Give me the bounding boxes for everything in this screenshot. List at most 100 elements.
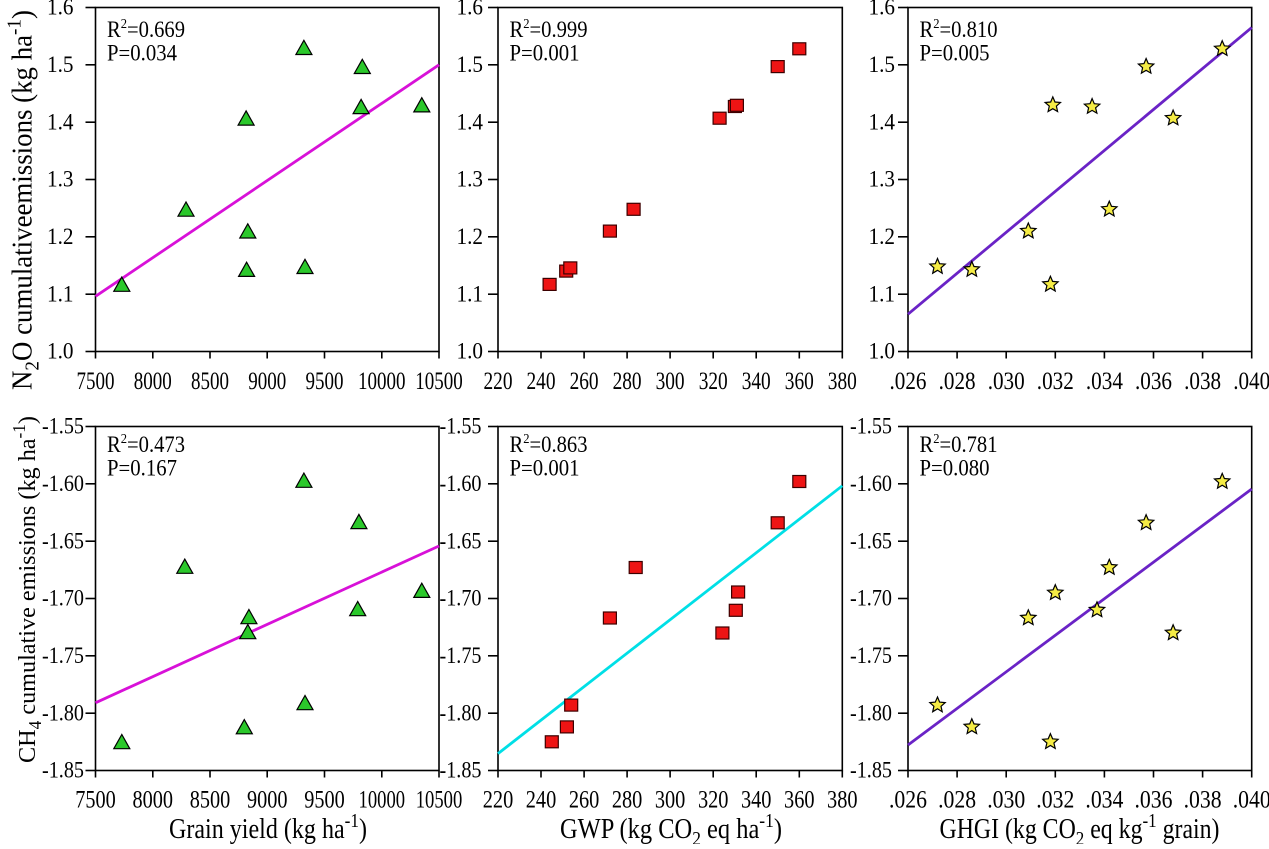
svg-text:-1.70: -1.70 — [850, 586, 892, 611]
svg-text:.040: .040 — [1233, 786, 1269, 813]
svg-text:-1.75: -1.75 — [440, 643, 482, 668]
svg-text:320: 320 — [699, 368, 728, 395]
svg-text:380: 380 — [828, 368, 857, 395]
svg-text:1.0: 1.0 — [457, 339, 484, 364]
svg-text:.028: .028 — [938, 786, 976, 813]
svg-text:R2=0.999: R2=0.999 — [510, 17, 588, 42]
svg-text:-1.80: -1.80 — [42, 700, 84, 725]
svg-text:1.5: 1.5 — [47, 52, 74, 77]
svg-text:P=0.167: P=0.167 — [107, 456, 177, 481]
svg-text:280: 280 — [612, 786, 643, 813]
svg-text:.040: .040 — [1233, 368, 1269, 395]
svg-text:R2=0.863: R2=0.863 — [510, 432, 588, 457]
svg-text:P=0.080: P=0.080 — [920, 456, 990, 481]
svg-text:.028: .028 — [939, 368, 976, 395]
svg-text:9000: 9000 — [247, 786, 288, 813]
svg-text:-1.60: -1.60 — [440, 471, 482, 496]
svg-text:300: 300 — [656, 368, 685, 395]
svg-text:1.3: 1.3 — [869, 167, 896, 192]
svg-text:GWP (kg CO2 eq ha-1): GWP (kg CO2 eq ha-1) — [560, 810, 782, 844]
svg-text:1.3: 1.3 — [457, 167, 484, 192]
svg-text:1.5: 1.5 — [457, 52, 484, 77]
svg-text:1.4: 1.4 — [869, 109, 896, 134]
svg-text:P=0.005: P=0.005 — [920, 41, 990, 66]
svg-text:.036: .036 — [1135, 368, 1172, 395]
svg-text:1.0: 1.0 — [47, 339, 74, 364]
svg-text:.032: .032 — [1037, 368, 1074, 395]
svg-text:300: 300 — [655, 786, 686, 813]
svg-text:-1.55: -1.55 — [42, 414, 84, 439]
svg-text:220: 220 — [484, 368, 513, 395]
svg-text:R2=0.810: R2=0.810 — [920, 17, 998, 42]
svg-text:260: 260 — [570, 368, 599, 395]
svg-text:7500: 7500 — [77, 368, 115, 395]
svg-text:-1.60: -1.60 — [850, 471, 892, 496]
svg-text:R2=0.781: R2=0.781 — [920, 432, 998, 457]
svg-text:340: 340 — [742, 368, 771, 395]
svg-text:P=0.034: P=0.034 — [107, 41, 177, 66]
svg-text:.036: .036 — [1135, 786, 1173, 813]
svg-text:.030: .030 — [987, 786, 1025, 813]
svg-text:1.2: 1.2 — [869, 224, 896, 249]
svg-text:-1.55: -1.55 — [440, 414, 482, 439]
svg-text:-1.65: -1.65 — [440, 528, 482, 553]
svg-text:9500: 9500 — [306, 368, 344, 395]
svg-text:-1.65: -1.65 — [42, 528, 84, 553]
svg-text:1.3: 1.3 — [47, 167, 74, 192]
svg-text:Grain yield (kg ha-1): Grain yield (kg ha-1) — [169, 810, 367, 844]
svg-text:.034: .034 — [1085, 786, 1123, 813]
svg-text:9500: 9500 — [304, 786, 345, 813]
svg-text:R2=0.473: R2=0.473 — [107, 432, 185, 457]
svg-text:8500: 8500 — [191, 368, 229, 395]
svg-text:360: 360 — [784, 786, 815, 813]
svg-text:-1.80: -1.80 — [850, 700, 892, 725]
svg-text:.026: .026 — [889, 786, 927, 813]
svg-text:1.6: 1.6 — [457, 0, 484, 20]
svg-text:-1.85: -1.85 — [440, 758, 482, 783]
svg-text:8000: 8000 — [133, 786, 174, 813]
svg-text:10000: 10000 — [358, 368, 406, 395]
svg-text:-1.55: -1.55 — [850, 414, 892, 439]
svg-text:.026: .026 — [890, 368, 927, 395]
svg-text:-1.70: -1.70 — [440, 586, 482, 611]
svg-text:-1.85: -1.85 — [42, 758, 84, 783]
svg-text:10500: 10500 — [415, 368, 463, 395]
svg-text:240: 240 — [527, 368, 556, 395]
svg-text:320: 320 — [698, 786, 729, 813]
svg-text:220: 220 — [483, 786, 514, 813]
svg-text:-1.75: -1.75 — [42, 643, 84, 668]
svg-text:.030: .030 — [988, 368, 1025, 395]
svg-text:N2O cumulativeemissions (kg ha: N2O cumulativeemissions (kg ha-1) — [4, 10, 44, 390]
svg-text:10000: 10000 — [359, 786, 406, 813]
svg-text:8500: 8500 — [190, 786, 231, 813]
svg-text:260: 260 — [569, 786, 600, 813]
svg-text:1.1: 1.1 — [869, 281, 896, 306]
svg-text:380: 380 — [827, 786, 858, 813]
svg-text:10500: 10500 — [416, 786, 463, 813]
svg-text:7500: 7500 — [75, 786, 116, 813]
svg-text:-1.60: -1.60 — [42, 471, 84, 496]
svg-text:CH4 cumulative emissions (kg h: CH4 cumulative emissions (kg ha-1) — [9, 416, 45, 763]
svg-text:360: 360 — [785, 368, 814, 395]
svg-text:-1.80: -1.80 — [440, 700, 482, 725]
svg-text:-1.65: -1.65 — [850, 528, 892, 553]
svg-text:280: 280 — [613, 368, 642, 395]
svg-text:GHGI (kg CO2 eq kg-1 grain): GHGI (kg CO2 eq kg-1 grain) — [940, 810, 1220, 844]
svg-text:1.5: 1.5 — [869, 52, 896, 77]
svg-text:R2=0.669: R2=0.669 — [107, 17, 185, 42]
svg-text:1.4: 1.4 — [457, 109, 484, 134]
svg-text:1.1: 1.1 — [457, 281, 484, 306]
svg-text:P=0.001: P=0.001 — [510, 41, 580, 66]
svg-text:1.1: 1.1 — [47, 281, 74, 306]
svg-text:1.0: 1.0 — [869, 339, 896, 364]
svg-text:.038: .038 — [1184, 786, 1222, 813]
svg-text:.032: .032 — [1036, 786, 1074, 813]
svg-text:.038: .038 — [1184, 368, 1221, 395]
svg-text:1.4: 1.4 — [47, 109, 74, 134]
svg-text:8000: 8000 — [134, 368, 172, 395]
svg-text:P=0.001: P=0.001 — [510, 456, 580, 481]
svg-text:-1.75: -1.75 — [850, 643, 892, 668]
svg-text:.034: .034 — [1086, 368, 1123, 395]
svg-text:1.6: 1.6 — [869, 0, 896, 20]
svg-text:-1.70: -1.70 — [42, 586, 84, 611]
